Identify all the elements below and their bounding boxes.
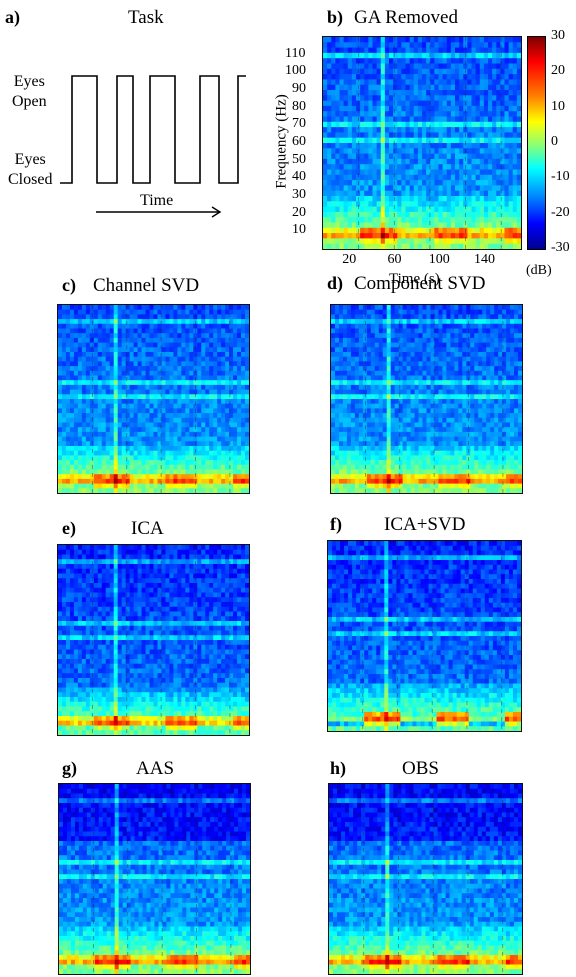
- panel-h-label: h): [330, 758, 347, 778]
- spectrogram-canvas: [331, 305, 522, 493]
- ga-ytick: 80: [292, 98, 306, 114]
- ga-xtick: 60: [387, 252, 402, 267]
- spectrogram-canvas: [323, 37, 521, 249]
- time-label: Time: [140, 192, 174, 209]
- spectrogram-channel-svd: [57, 304, 250, 494]
- panel-b-label: b): [327, 7, 344, 27]
- spectrogram-ica-svd: [327, 540, 522, 732]
- eyes-closed-text: Eyes Closed: [8, 151, 53, 188]
- ga-xtick: 140: [474, 252, 496, 267]
- panel-h-title: OBS: [402, 758, 439, 779]
- ga-ylabel: Frequency (Hz): [273, 94, 290, 189]
- ga-ytick: 110: [285, 45, 306, 61]
- colorbar-tick: -30: [551, 240, 570, 255]
- panel-d-label: d): [327, 273, 344, 293]
- panel-a-title: Task: [128, 7, 164, 28]
- ga-ytick: 30: [292, 187, 306, 202]
- ga-ytick: 90: [292, 81, 306, 96]
- spectrogram-canvas: [328, 541, 521, 731]
- ga-ytick: 70: [292, 116, 306, 132]
- spectrogram-canvas: [329, 784, 522, 974]
- panel-b-title: GA Removed: [354, 7, 458, 28]
- time-arrow-head: [211, 206, 222, 218]
- ga-ytick: 20: [292, 204, 306, 220]
- panel-f-title: ICA+SVD: [384, 514, 466, 535]
- colorbar: [527, 36, 546, 250]
- ga-xlabel: Time (s): [389, 271, 440, 287]
- task-wave-line: [60, 75, 246, 184]
- panel-g-label: g): [62, 758, 77, 778]
- ga-ytick: 100: [285, 63, 306, 79]
- spectrogram-ga-removed: [322, 36, 522, 250]
- panel-d-title: Component SVD: [354, 273, 486, 294]
- ga-xtick: 20: [342, 252, 357, 267]
- spectrogram-obs: [328, 783, 523, 975]
- panel-g-title: AAS: [136, 758, 175, 779]
- panel-e-title: ICA: [131, 518, 164, 539]
- spectrogram-component-svd: [330, 304, 523, 494]
- ga-xtick: 100: [428, 252, 450, 267]
- panel-e-label: e): [62, 518, 76, 538]
- colorbar-tick: -10: [551, 169, 570, 185]
- panel-a-label: a): [5, 7, 20, 27]
- ga-ytick: 50: [292, 151, 306, 167]
- spectrogram-canvas: [58, 545, 249, 735]
- panel-c-title: Channel SVD: [93, 275, 200, 296]
- colorbar-tick: 30: [551, 28, 565, 43]
- colorbar-tick: 20: [551, 63, 565, 79]
- spectrogram-canvas: [59, 784, 250, 974]
- task-square-wave: [60, 75, 246, 218]
- colorbar-tick: 0: [551, 134, 558, 149]
- eyes-closed-label: Eyes Closed: [8, 150, 52, 190]
- ga-ytick: 10: [292, 222, 306, 238]
- panel-f-label: f): [330, 514, 342, 534]
- eyes-open-text: Eyes Open: [12, 73, 47, 110]
- panel-c-label: c): [62, 275, 76, 295]
- colorbar-unit: (dB): [526, 263, 552, 278]
- ga-ytick: 60: [292, 134, 306, 149]
- spectrogram-aas: [58, 783, 251, 975]
- colorbar-tick: 10: [551, 98, 565, 114]
- ga-ytick: 40: [292, 169, 306, 185]
- colorbar-tick: -20: [551, 204, 570, 220]
- spectrogram-canvas: [58, 305, 249, 493]
- eyes-open-label: Eyes Open: [12, 72, 47, 112]
- spectrogram-ica: [57, 544, 250, 736]
